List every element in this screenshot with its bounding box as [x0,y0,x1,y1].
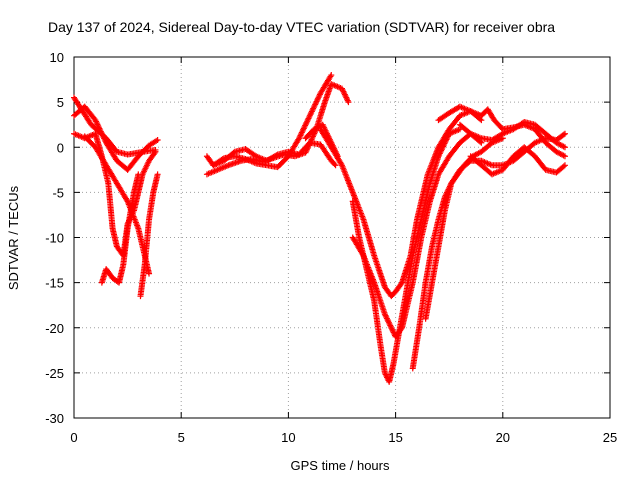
data-point-2-12-6 [151,150,158,157]
y-tick-label-6: -20 [45,321,64,336]
data-point-14-14-6 [560,131,567,138]
axis-tick-labels: 0 5 10 15 20 25 10 5 0 -5 -10 -15 -20 -25 -30 [45,50,617,445]
x-tick-label-0: 0 [70,430,77,445]
y-axis-label: SDTVAR / TECUs [6,185,21,290]
x-tick-label-3: 15 [388,430,402,445]
y-tick-label-2: 0 [57,140,64,155]
series-track-14 [409,135,506,372]
y-tick-label-3: -5 [52,185,64,200]
data-point-14-end [561,130,568,137]
data-point-7-end [345,99,352,106]
grid-lines [74,57,610,418]
y-tick-label-1: 5 [57,95,64,110]
data-point-6-12-3 [331,161,338,168]
data-point-16-end [561,162,568,169]
y-tick-label-0: 10 [50,50,64,65]
series-track-13 [349,130,485,340]
data-point-3-end [146,270,153,277]
series-track-5 [98,171,142,286]
series-track-17 [467,144,568,178]
data-point-2-end [152,148,159,155]
series-track-6 [137,171,161,300]
y-tick-label-8: -30 [45,411,64,426]
series-track-2 [71,94,159,158]
data-point-4-end [135,171,142,178]
x-tick-label-1: 5 [178,430,185,445]
axis-ticks [73,56,611,419]
data-point-16-8-6 [560,163,567,170]
x-tick-label-5: 25 [603,430,617,445]
series-track-9 [210,72,335,171]
y-tick-label-7: -25 [45,366,64,381]
data-point-15-end [561,153,568,160]
data-point-5-end [154,171,161,178]
data-point-8-0-7 [219,155,226,162]
data-point-8-10-12 [327,73,334,80]
data-point-15-6-7 [498,125,505,132]
data-point-10-8-6 [398,280,405,287]
data-point-0-end [154,137,161,144]
data-point-8-end [328,72,335,79]
data-series [71,72,568,385]
y-tick-label-5: -15 [45,276,64,291]
data-point-12-4-6 [398,326,405,333]
data-point-6-end [332,162,339,169]
chart-title: Day 137 of 2024, Sidereal Day-to-day VTE… [48,19,555,35]
x-tick-label-4: 20 [496,430,510,445]
data-point-17-end [561,144,568,151]
y-tick-label-4: -10 [45,231,64,246]
data-point-14-5-8 [466,158,473,165]
series-track-18 [456,118,568,151]
x-axis-label: GPS time / hours [291,458,390,473]
x-tick-label-2: 10 [281,430,295,445]
